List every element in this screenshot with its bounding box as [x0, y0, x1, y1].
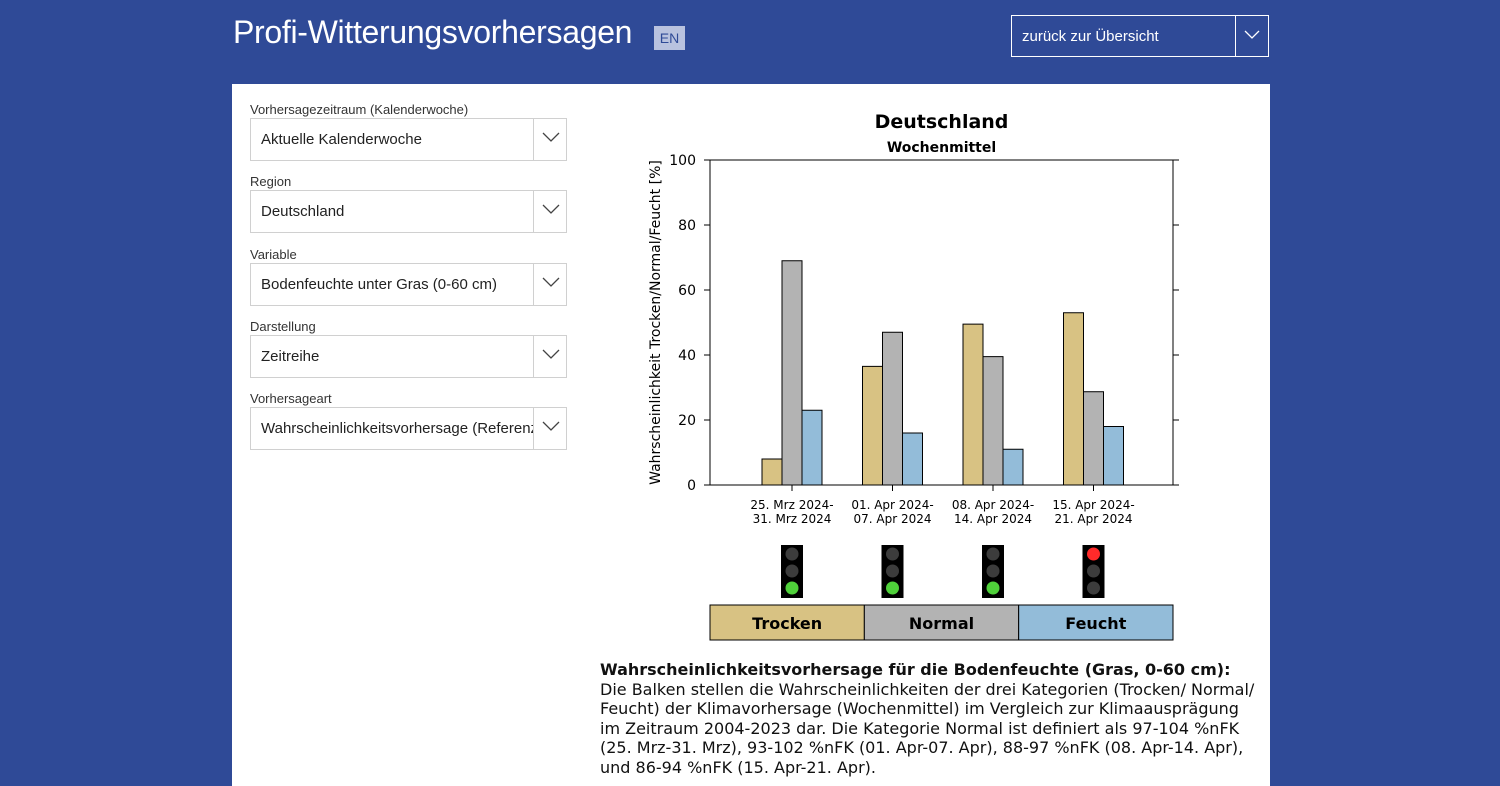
traffic-light-lamp	[886, 547, 899, 561]
forecast-period-toggle[interactable]	[533, 119, 566, 160]
y-tick-label: 100	[669, 153, 696, 169]
region-label: Region	[250, 174, 292, 189]
traffic-light-lamp	[1087, 581, 1100, 595]
plot-frame	[709, 159, 1174, 486]
traffic-light-lamp	[785, 564, 799, 578]
display-label: Darstellung	[250, 319, 316, 334]
chevron-down-icon	[542, 349, 560, 359]
y-axis-label: Wahrscheinlichkeit Trocken/Normal/Feucht…	[648, 160, 664, 485]
bar-trocken	[761, 458, 783, 486]
traffic-light-lamp	[986, 581, 1000, 595]
x-tick-label: 07. Apr 2024	[853, 512, 931, 526]
chevron-down-icon	[542, 132, 560, 142]
y-tick-label: 80	[678, 218, 696, 234]
y-tick-label: 20	[678, 413, 696, 429]
region-value: Deutschland	[261, 203, 345, 220]
bar-feucht	[1002, 448, 1024, 486]
bar-normal	[1083, 391, 1104, 486]
x-tick-label: 14. Apr 2024	[954, 512, 1032, 526]
bar-normal	[882, 331, 903, 486]
traffic-light-lamp	[886, 564, 899, 578]
bar-trocken	[862, 365, 883, 486]
display-toggle[interactable]	[533, 336, 566, 377]
page-title: Profi-Witterungsvorhersagen	[233, 14, 633, 50]
y-tick-label: 60	[678, 283, 696, 299]
y-tick-label: 40	[678, 348, 696, 364]
traffic-light-lamp	[986, 564, 1000, 578]
bar-trocken	[1063, 312, 1084, 486]
region-select[interactable]: Deutschland	[250, 190, 567, 233]
traffic-light-lamp	[1087, 564, 1100, 578]
variable-select[interactable]: Bodenfeuchte unter Gras (0-60 cm)	[250, 263, 567, 306]
probability-chart: Deutschland Wochenmittel 0 20 40 60 80 100 Wahrs…	[648, 111, 1179, 641]
forecast-period-value: Aktuelle Kalenderwoche	[261, 131, 422, 148]
content-panel: Vorhersagezeitraum (Kalenderwoche) Aktue…	[232, 84, 1270, 786]
forecast-type-value: Wahrscheinlichkeitsvorhersage (Referenz)	[261, 420, 533, 437]
chevron-down-icon	[542, 277, 560, 287]
legend-label: Trocken	[752, 614, 822, 633]
overview-select[interactable]: zurück zur Übersicht	[1011, 15, 1269, 57]
legend-feucht	[1018, 604, 1174, 641]
bar-normal	[982, 356, 1004, 486]
bar-feucht	[801, 409, 823, 486]
forecast-type-toggle[interactable]	[533, 408, 566, 449]
forecast-type-label: Vorhersageart	[250, 391, 332, 406]
forecast-type-select[interactable]: Wahrscheinlichkeitsvorhersage (Referenz)	[250, 407, 567, 450]
bar-normal	[781, 260, 803, 486]
display-value: Zeitreihe	[261, 348, 320, 365]
chevron-down-icon	[1244, 30, 1260, 39]
variable-value: Bodenfeuchte unter Gras (0-60 cm)	[261, 276, 497, 293]
language-button[interactable]: EN	[654, 26, 685, 50]
x-tick-label: 25. Mrz 2024-	[750, 498, 833, 512]
traffic-light-lamp	[785, 547, 799, 561]
legend-normal	[863, 604, 1020, 641]
bar-feucht	[902, 432, 923, 486]
region-toggle[interactable]	[533, 191, 566, 232]
x-tick-label: 01. Apr 2024-	[851, 498, 933, 512]
variable-toggle[interactable]	[533, 264, 566, 305]
forecast-period-select[interactable]: Aktuelle Kalenderwoche	[250, 118, 567, 161]
y-tick-label: 0	[687, 478, 696, 494]
x-tick-label: 31. Mrz 2024	[753, 512, 832, 526]
bar-trocken	[962, 323, 984, 486]
chart-subtitle: Wochenmittel	[887, 140, 996, 156]
x-tick-label: 08. Apr 2024-	[952, 498, 1034, 512]
traffic-light-lamp	[886, 581, 899, 595]
display-select[interactable]: Zeitreihe	[250, 335, 567, 378]
legend-trocken	[709, 604, 865, 641]
chart-title: Deutschland	[875, 111, 1009, 133]
legend-label: Normal	[909, 614, 974, 633]
description-text: Die Balken stellen die Wahrscheinlichkei…	[600, 679, 1255, 777]
description: Wahrscheinlichkeitsvorhersage für die Bo…	[600, 660, 1260, 777]
traffic-light-lamp	[986, 547, 1000, 561]
description-title: Wahrscheinlichkeitsvorhersage für die Bo…	[600, 660, 1231, 679]
overview-select-label: zurück zur Übersicht	[1022, 28, 1159, 45]
chevron-down-icon	[542, 421, 560, 431]
chevron-down-icon	[542, 204, 560, 214]
x-tick-label: 21. Apr 2024	[1054, 512, 1132, 526]
traffic-light-lamp	[1087, 547, 1100, 561]
variable-label: Variable	[250, 247, 297, 262]
legend-label: Feucht	[1065, 614, 1126, 633]
bar-feucht	[1103, 426, 1124, 486]
overview-select-toggle[interactable]	[1235, 16, 1268, 56]
traffic-light-lamp	[785, 581, 799, 595]
forecast-period-label: Vorhersagezeitraum (Kalenderwoche)	[250, 102, 469, 117]
x-tick-label: 15. Apr 2024-	[1052, 498, 1134, 512]
